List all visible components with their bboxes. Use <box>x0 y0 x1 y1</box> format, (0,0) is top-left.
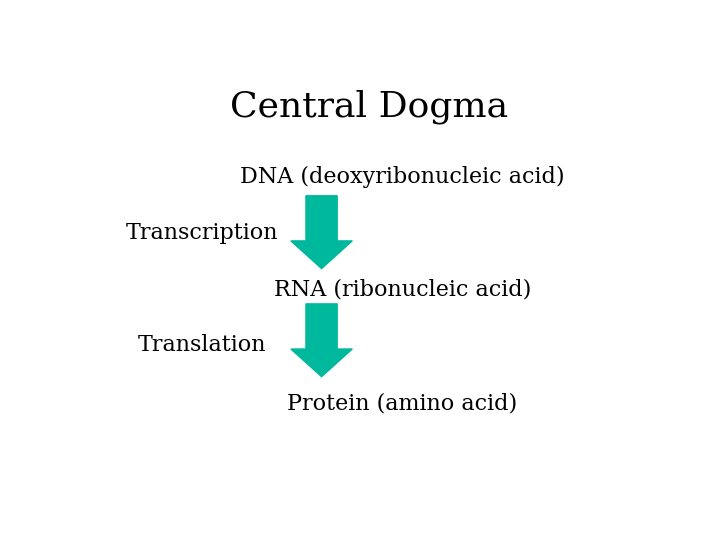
Text: DNA (deoxyribonucleic acid): DNA (deoxyribonucleic acid) <box>240 166 564 188</box>
Text: RNA (ribonucleic acid): RNA (ribonucleic acid) <box>274 278 531 300</box>
Polygon shape <box>291 196 352 268</box>
Text: Protein (amino acid): Protein (amino acid) <box>287 393 518 415</box>
Text: Transcription: Transcription <box>125 222 278 244</box>
Polygon shape <box>291 304 352 377</box>
Text: Central Dogma: Central Dogma <box>230 89 508 124</box>
Text: Translation: Translation <box>138 334 266 356</box>
